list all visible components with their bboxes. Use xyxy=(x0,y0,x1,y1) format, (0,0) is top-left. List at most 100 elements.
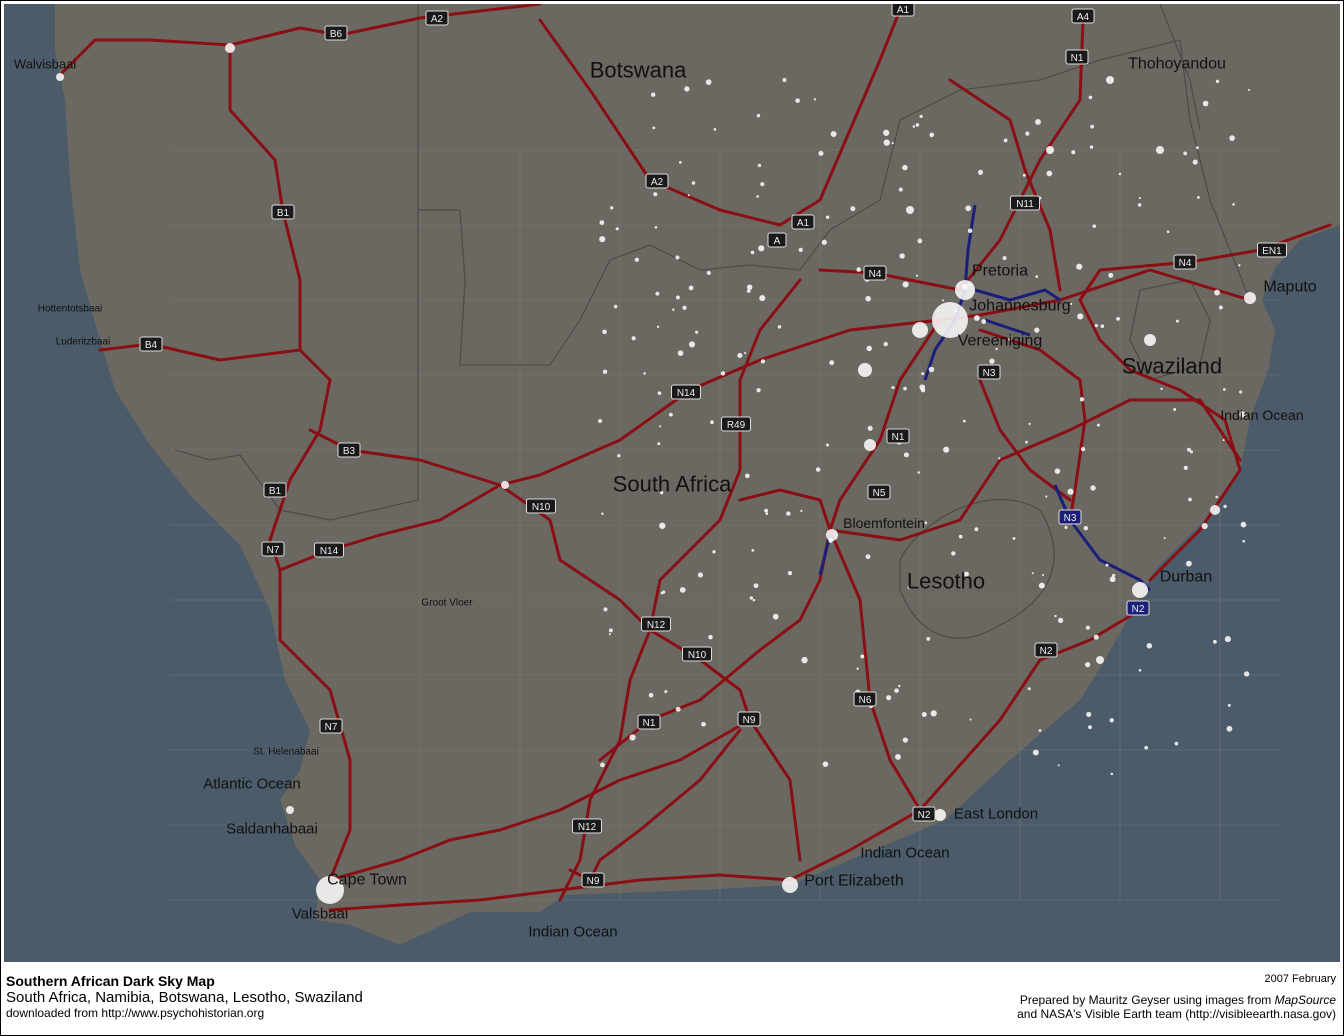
place-label: Swaziland xyxy=(1122,354,1222,379)
city-light xyxy=(1071,150,1076,155)
place-label: Groot Vloer xyxy=(421,598,473,609)
city-light xyxy=(610,206,614,210)
city-light xyxy=(1156,146,1164,154)
city-light xyxy=(1238,264,1241,267)
svg-text:B1: B1 xyxy=(277,208,290,219)
city-light xyxy=(225,43,235,53)
city-light xyxy=(801,656,808,664)
city-light xyxy=(1215,79,1220,83)
city-light xyxy=(1146,643,1153,649)
svg-text:N6: N6 xyxy=(859,695,872,706)
city-light xyxy=(903,386,907,391)
city-light xyxy=(867,425,873,431)
city-light xyxy=(688,341,696,348)
route-shield: N3 xyxy=(977,364,1001,380)
city-light xyxy=(1002,256,1007,261)
city-light xyxy=(664,690,668,694)
city-light xyxy=(656,325,660,329)
route-shield: N12 xyxy=(572,818,602,834)
city-light xyxy=(856,267,862,272)
city-light xyxy=(989,358,995,364)
city-light xyxy=(912,322,928,338)
city-light xyxy=(1003,138,1008,143)
city-light xyxy=(826,529,838,541)
city-light xyxy=(886,695,892,701)
city-light xyxy=(777,325,782,329)
city-light xyxy=(974,527,979,532)
city-light xyxy=(1067,488,1074,495)
city-light xyxy=(787,570,793,576)
city-light xyxy=(1042,574,1045,577)
city-light xyxy=(883,139,890,146)
route-shield: N7 xyxy=(261,541,285,557)
route-shield: N9 xyxy=(737,711,761,727)
city-light xyxy=(657,442,661,446)
route-shield: N12 xyxy=(641,616,671,632)
city-light xyxy=(829,360,835,366)
place-label: Port Elizabeth xyxy=(804,873,904,890)
route-shield: B4 xyxy=(139,336,163,352)
city-light xyxy=(629,734,636,741)
city-light xyxy=(599,236,606,243)
credit-prefix: Prepared by Mauritz Geyser using images … xyxy=(1019,993,1275,1007)
city-light xyxy=(1045,495,1048,498)
city-light xyxy=(1223,504,1227,509)
city-light xyxy=(617,454,621,458)
place-label: Hottentotsbaai xyxy=(38,304,103,315)
city-light xyxy=(1057,617,1064,624)
svg-text:N3: N3 xyxy=(983,368,996,379)
route-shield: A4 xyxy=(1071,8,1095,24)
city-light xyxy=(316,876,344,904)
city-light xyxy=(1046,170,1053,177)
svg-text:N2: N2 xyxy=(918,810,931,821)
route-shield: N7 xyxy=(319,718,343,734)
dark-sky-map[interactable]: A2 B6 A1 A4 N1 B1 A2 A1 A N11 N4 N4 EN1 B4 N14 R49 N3 N1 B… xyxy=(4,4,1340,962)
svg-text:N2: N2 xyxy=(1040,646,1053,657)
city-light xyxy=(1094,324,1098,328)
city-light xyxy=(1054,614,1057,618)
city-light xyxy=(598,419,603,424)
city-light xyxy=(603,607,608,612)
city-light xyxy=(1034,327,1040,333)
city-light xyxy=(1109,718,1114,723)
source-link[interactable]: downloaded from http://www.psychohistori… xyxy=(6,1006,265,1020)
city-light xyxy=(828,538,833,543)
city-light xyxy=(921,372,925,376)
city-light xyxy=(1106,76,1114,84)
city-light xyxy=(800,509,803,512)
city-light xyxy=(1222,439,1225,442)
svg-text:N5: N5 xyxy=(873,488,886,499)
city-light xyxy=(786,511,791,516)
svg-text:B4: B4 xyxy=(145,340,158,351)
city-light xyxy=(759,295,766,302)
city-light xyxy=(822,761,829,767)
city-light xyxy=(917,471,921,474)
city-light xyxy=(602,329,607,335)
city-light xyxy=(1054,468,1061,474)
city-light xyxy=(930,710,937,717)
city-light xyxy=(898,187,903,192)
city-light xyxy=(969,718,972,721)
city-light xyxy=(1188,497,1192,502)
city-light xyxy=(1137,203,1142,207)
city-light xyxy=(815,467,821,472)
city-light xyxy=(926,636,931,641)
city-light xyxy=(1088,725,1093,730)
city-light xyxy=(757,163,762,168)
city-light xyxy=(782,78,787,83)
city-light xyxy=(643,372,646,375)
city-light xyxy=(662,590,666,594)
city-light xyxy=(756,113,761,118)
city-light xyxy=(1226,725,1233,732)
city-light xyxy=(1090,124,1094,129)
city-light xyxy=(608,633,611,636)
svg-text:N9: N9 xyxy=(743,715,756,726)
city-light xyxy=(1195,146,1199,150)
city-light xyxy=(1110,772,1114,776)
city-light xyxy=(912,125,916,128)
city-light xyxy=(954,309,957,313)
city-light xyxy=(1210,505,1220,515)
place-label: Valsbaai xyxy=(292,905,348,922)
place-label: Atlantic Ocean xyxy=(203,775,301,792)
city-light xyxy=(654,226,658,229)
